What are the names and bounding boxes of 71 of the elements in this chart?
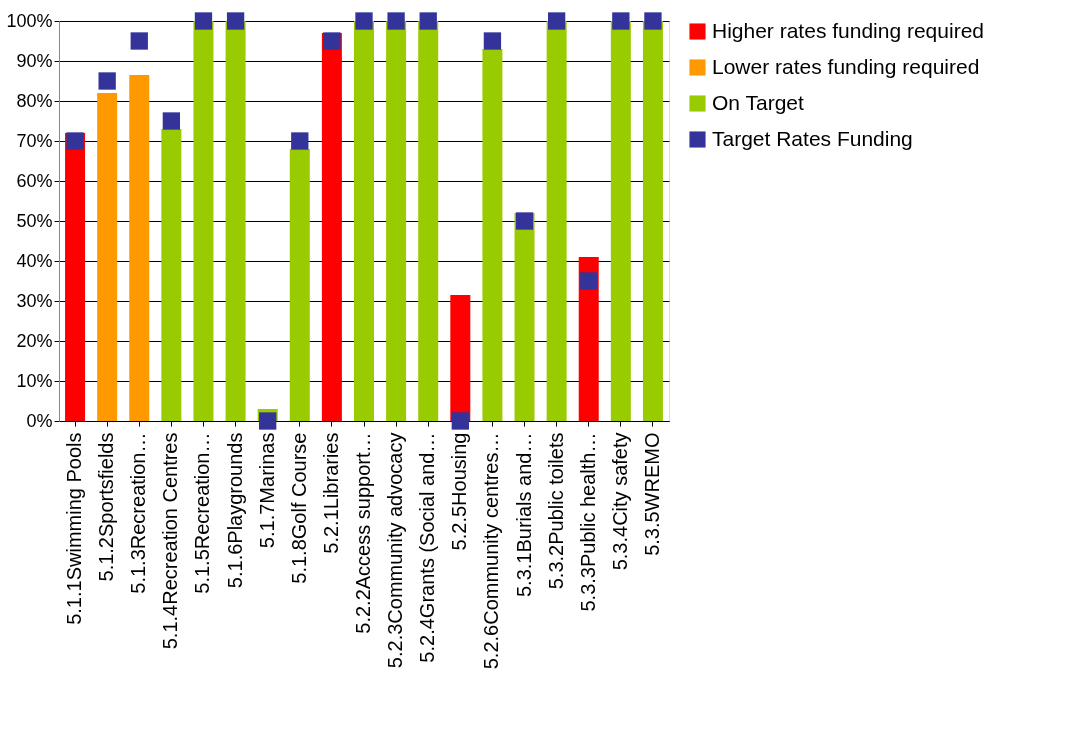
legend-label: Lower rates funding required <box>712 54 980 78</box>
x-tick-label: 5.3.1Burials and… <box>512 432 535 598</box>
y-tick-label: 10% <box>16 370 53 391</box>
bar <box>450 295 471 421</box>
bar <box>514 213 535 421</box>
x-tick-label: 5.1.5Recreation… <box>191 432 214 594</box>
point <box>162 112 181 130</box>
x-tick-label: 5.3.5WREMO <box>640 432 663 556</box>
x-tick-label: 5.1.3Recreation… <box>127 432 150 594</box>
x-tick-label: 5.2.1Libraries <box>319 432 342 554</box>
x-tick-label: 5.1.2Sportsfields <box>95 432 118 582</box>
x-tick-label: 5.3.2Public toilets <box>544 432 567 590</box>
point <box>483 32 502 50</box>
y-tick-label: 100% <box>6 10 53 31</box>
point <box>515 212 534 230</box>
x-tick-label: 5.1.6Playgrounds <box>223 432 246 589</box>
x-tick-label: 5.3.4City safety <box>608 432 631 571</box>
legend-label: Target Rates Funding <box>712 126 913 150</box>
bar <box>129 75 150 421</box>
point <box>644 12 662 30</box>
bar <box>289 149 310 421</box>
bar <box>546 21 567 421</box>
point <box>387 12 405 30</box>
point <box>130 32 148 50</box>
y-tick-label: 70% <box>16 130 53 151</box>
bar <box>642 21 663 421</box>
y-tick-label: 60% <box>16 170 53 191</box>
x-tick-label: 5.2.2Access support… <box>352 432 374 634</box>
x-tick-label: 5.2.5Housing <box>448 432 471 551</box>
y-tick-label: 50% <box>16 210 53 231</box>
point <box>194 12 213 30</box>
bar <box>386 21 407 421</box>
bar <box>482 49 503 421</box>
y-tick-label: 30% <box>16 290 53 311</box>
x-tick-label: 5.3.3Public health… <box>576 432 599 612</box>
bar <box>578 257 599 421</box>
y-tick-label: 20% <box>16 330 53 351</box>
y-tick-label: 0% <box>26 410 53 431</box>
bar <box>225 21 246 421</box>
point <box>451 412 469 430</box>
point <box>226 12 245 30</box>
bar <box>193 21 214 421</box>
bar <box>97 93 118 421</box>
point <box>323 32 341 50</box>
point <box>580 272 598 290</box>
bar <box>161 129 182 421</box>
y-tick-label: 40% <box>16 250 53 271</box>
point <box>612 12 630 30</box>
legend-label: On Target <box>712 90 804 114</box>
legend-label: Higher rates funding required <box>712 18 984 42</box>
bar <box>354 21 374 421</box>
point <box>419 12 437 30</box>
y-tick-label: 80% <box>16 90 53 111</box>
point <box>291 132 309 150</box>
x-tick-label: 5.2.6Community centres… <box>480 432 503 670</box>
x-tick-label: 5.1.1Swimming Pools <box>63 432 86 625</box>
point <box>355 12 373 30</box>
point <box>98 72 116 90</box>
x-tick-label: 5.2.3Community advocacy <box>384 432 407 669</box>
point <box>547 12 566 30</box>
y-tick-label: 90% <box>16 50 53 71</box>
bar <box>610 21 631 421</box>
x-tick-label: 5.1.8Golf Course <box>287 432 310 584</box>
x-tick-label: 5.2.4Grants (Social and… <box>416 432 439 663</box>
bar <box>65 133 86 421</box>
bar <box>418 21 439 421</box>
point <box>259 412 277 430</box>
x-tick-label: 5.1.4Recreation Centres <box>159 432 182 650</box>
x-tick-label: 5.1.7Marinas <box>255 432 278 549</box>
bar <box>321 33 342 421</box>
point <box>66 132 84 150</box>
